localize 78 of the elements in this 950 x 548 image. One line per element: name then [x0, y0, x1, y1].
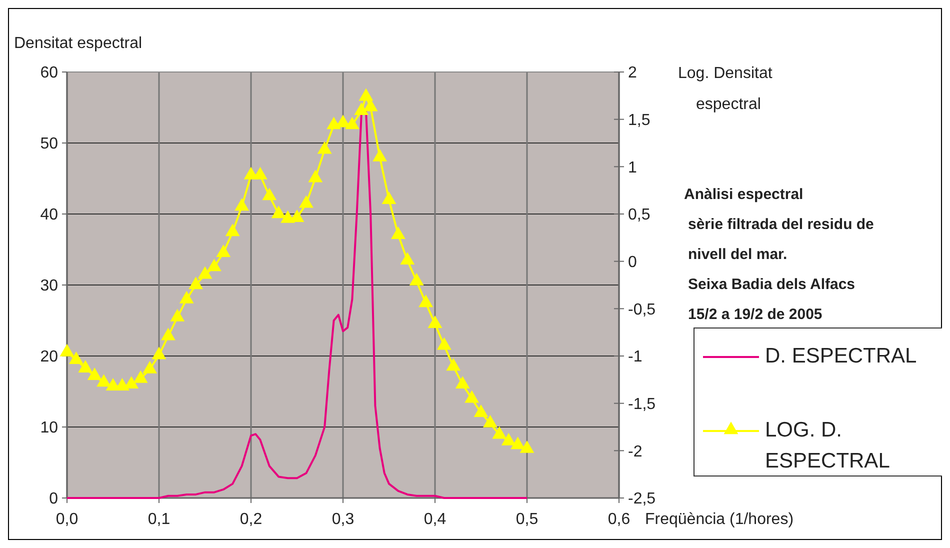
y2-tick-label: 2 [628, 64, 637, 82]
point [234, 198, 250, 211]
y-tick-label: 0 [49, 490, 58, 508]
y-tick-label: 10 [40, 420, 58, 437]
x-tick-label: 0,3 [332, 511, 354, 528]
y2-tick-label: -0,5 [628, 301, 656, 318]
legend-label: D. ESPECTRAL [765, 344, 917, 368]
point [520, 440, 534, 453]
point [216, 244, 231, 257]
point [418, 294, 434, 308]
text: 15/2 a 19/2 de 2005 [688, 306, 822, 323]
legend-label: LOG. D. ESPECTRAL [765, 418, 890, 472]
point [482, 414, 498, 428]
text: nivell del mar. [688, 246, 788, 263]
point [436, 337, 452, 350]
point [198, 266, 212, 279]
y-tick-label: 20 [40, 348, 58, 366]
y-tick-label: 50 [40, 136, 58, 153]
point [308, 170, 323, 182]
point [160, 328, 176, 340]
x-tick-label: 0,1 [148, 511, 170, 528]
y2-tick-label: 1,5 [628, 112, 650, 129]
point [446, 358, 461, 371]
point [390, 226, 406, 239]
y-tick-label: 40 [40, 206, 58, 224]
x-tick-label: 0,2 [240, 511, 262, 528]
point [400, 252, 415, 265]
y2-axis-title: Log. Densitat espectral [678, 65, 773, 113]
point [87, 368, 102, 380]
point [271, 206, 286, 218]
y2-tick-label: -1,5 [628, 396, 656, 413]
point [68, 351, 84, 364]
point [344, 116, 360, 130]
point [188, 276, 204, 290]
point [510, 436, 526, 450]
point [358, 88, 374, 101]
x-tick-label: 0,4 [424, 511, 446, 528]
point [428, 315, 442, 328]
y-axis-title: Densitat espectral [14, 35, 142, 52]
point [474, 404, 488, 417]
x-tick-label: 0,0 [56, 511, 78, 528]
point [170, 308, 185, 322]
point [225, 224, 240, 236]
text: Anàlisi espectral [684, 186, 804, 203]
point [179, 290, 194, 304]
point [60, 344, 74, 356]
point [252, 166, 268, 180]
point [142, 360, 158, 374]
point [455, 376, 470, 389]
point [317, 141, 332, 154]
point [354, 102, 369, 115]
y2-tick-label: 1 [628, 159, 637, 176]
point [78, 360, 93, 372]
point [262, 188, 277, 200]
point [372, 148, 388, 162]
y2-tick-label: -1 [628, 348, 642, 366]
x-axis-title: Freqüència (1/hores) [645, 511, 794, 528]
y-tick-label: 60 [40, 64, 58, 82]
x-tick-label: 0,6 [608, 511, 630, 528]
point [501, 432, 516, 446]
y2-tick-label: 0 [628, 254, 637, 271]
point [409, 272, 424, 286]
text: Seixa Badia dels Alfacs [688, 276, 856, 293]
text: sèrie filtrada del residu de [688, 216, 874, 233]
point [206, 258, 222, 272]
point [133, 370, 148, 383]
point [152, 346, 166, 360]
point [382, 191, 396, 204]
point [298, 195, 314, 208]
point [363, 98, 378, 112]
point [96, 374, 112, 387]
point [464, 390, 480, 403]
y2-tick-label: 0,5 [628, 206, 650, 224]
y2-tick-label: -2 [628, 443, 642, 460]
y2-tick-label: -2,5 [628, 490, 656, 508]
x-tick-label: 0,5 [516, 511, 538, 528]
point [492, 426, 507, 439]
y-tick-label: 30 [40, 278, 58, 295]
